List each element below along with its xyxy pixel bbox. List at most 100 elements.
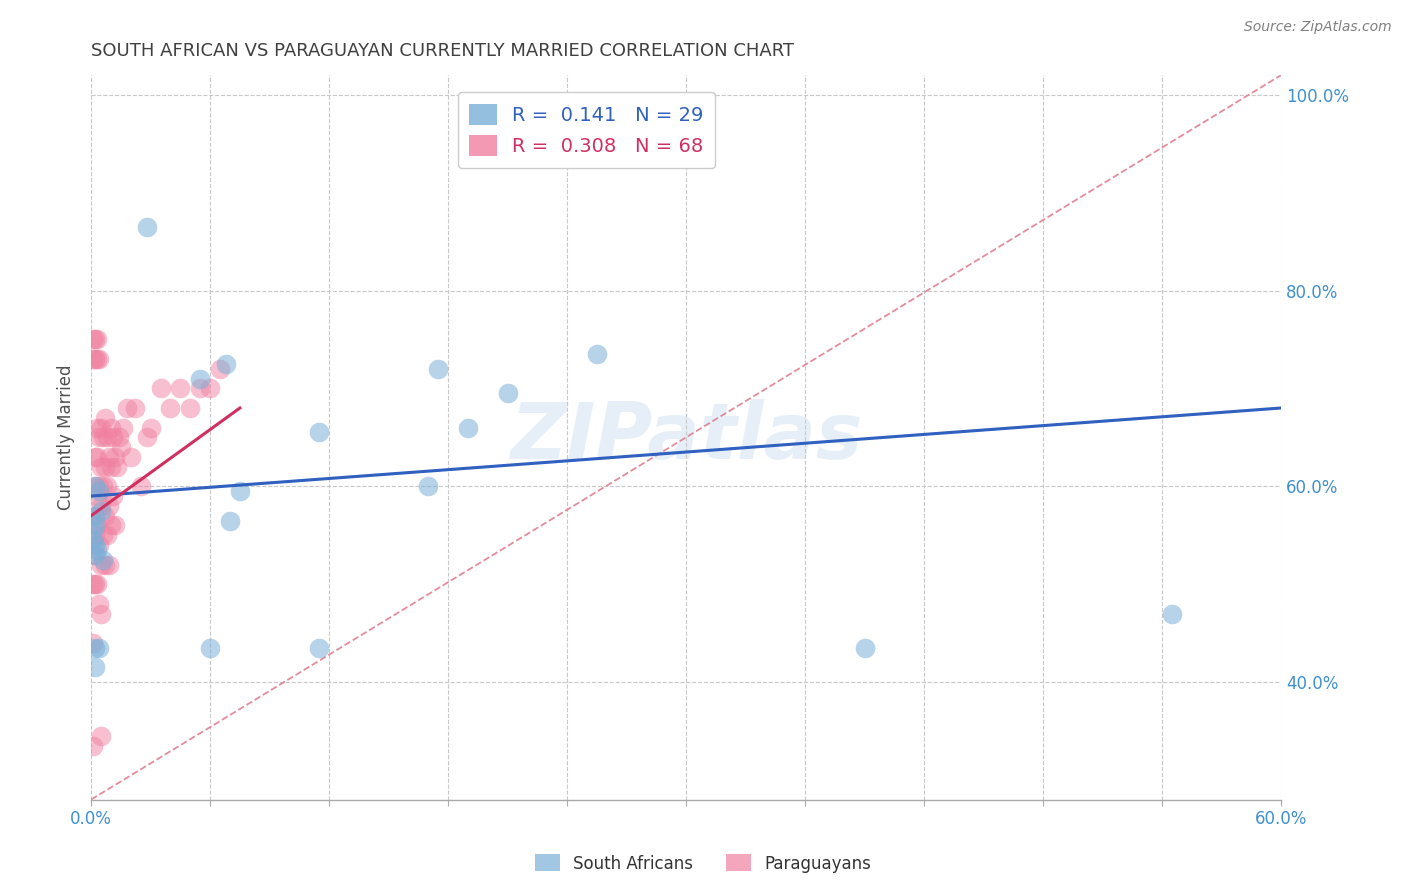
Point [87,479,110,493]
Point [94,508,117,523]
Point [84,518,107,533]
Point [209,362,232,376]
Point [418,479,440,493]
Point [198,640,221,655]
Point [91,528,114,542]
Point [82,533,104,548]
Point [104,450,127,464]
Point [90,607,112,621]
Point [115,401,138,415]
Legend: South Africans, Paraguayans: South Africans, Paraguayans [527,847,879,880]
Point [94,459,117,474]
Point [129,479,152,493]
Point [105,459,128,474]
Point [84,508,107,523]
Point [496,386,519,401]
Point [82,524,104,538]
Point [308,640,330,655]
Point [159,401,181,415]
Point [96,528,118,542]
Text: ZIPatlas: ZIPatlas [510,400,862,475]
Point [124,401,146,415]
Text: Source: ZipAtlas.com: Source: ZipAtlas.com [1244,20,1392,34]
Point [86,352,108,367]
Point [229,484,252,499]
Point [82,577,104,591]
Point [90,729,112,743]
Text: SOUTH AFRICAN VS PARAGUAYAN CURRENTLY MARRIED CORRELATION CHART: SOUTH AFRICAN VS PARAGUAYAN CURRENTLY MA… [91,42,794,60]
Point [457,420,479,434]
Point [215,357,238,371]
Point [84,577,107,591]
Point [101,430,124,444]
Point [87,430,110,444]
Point [96,479,118,493]
Point [90,504,112,518]
Point [84,479,107,493]
Point [853,640,876,655]
Point [198,381,221,395]
Point [135,219,157,234]
Point [135,430,157,444]
Point [84,548,107,562]
Point [86,489,108,503]
Point [427,362,450,376]
Point [84,333,107,347]
Point [585,347,607,361]
Point [1160,607,1182,621]
Point [82,739,104,753]
Point [179,401,201,415]
Point [86,333,108,347]
Point [94,558,117,572]
Point [91,552,114,566]
Point [90,558,112,572]
Point [87,538,110,552]
Point [84,352,107,367]
Point [90,459,112,474]
Point [100,518,122,533]
Point [82,352,104,367]
Point [84,640,107,655]
Y-axis label: Currently Married: Currently Married [58,365,75,510]
Point [91,479,114,493]
Point [87,352,110,367]
Point [90,420,112,434]
Point [96,430,118,444]
Point [104,518,127,533]
Point [100,420,122,434]
Point [84,450,107,464]
Point [188,381,211,395]
Point [84,528,107,542]
Point [84,479,107,493]
Point [91,430,114,444]
Point [82,548,104,562]
Point [86,543,108,558]
Point [90,499,112,513]
Point [98,450,121,464]
Point [308,425,330,440]
Point [86,420,108,434]
Point [87,597,110,611]
Point [98,499,121,513]
Point [149,381,172,395]
Point [111,420,134,434]
Point [94,410,117,425]
Point [86,577,108,591]
Point [86,450,108,464]
Legend: R =  0.141   N = 29, R =  0.308   N = 68: R = 0.141 N = 29, R = 0.308 N = 68 [458,92,716,168]
Point [82,636,104,650]
Point [139,420,162,434]
Point [86,518,108,533]
Point [219,514,242,528]
Point [82,333,104,347]
Point [108,430,131,444]
Point [188,371,211,385]
Point [110,440,132,454]
Point [84,660,107,674]
Point [87,484,110,499]
Point [84,508,107,523]
Point [169,381,191,395]
Point [98,558,121,572]
Point [87,640,110,655]
Point [101,489,124,503]
